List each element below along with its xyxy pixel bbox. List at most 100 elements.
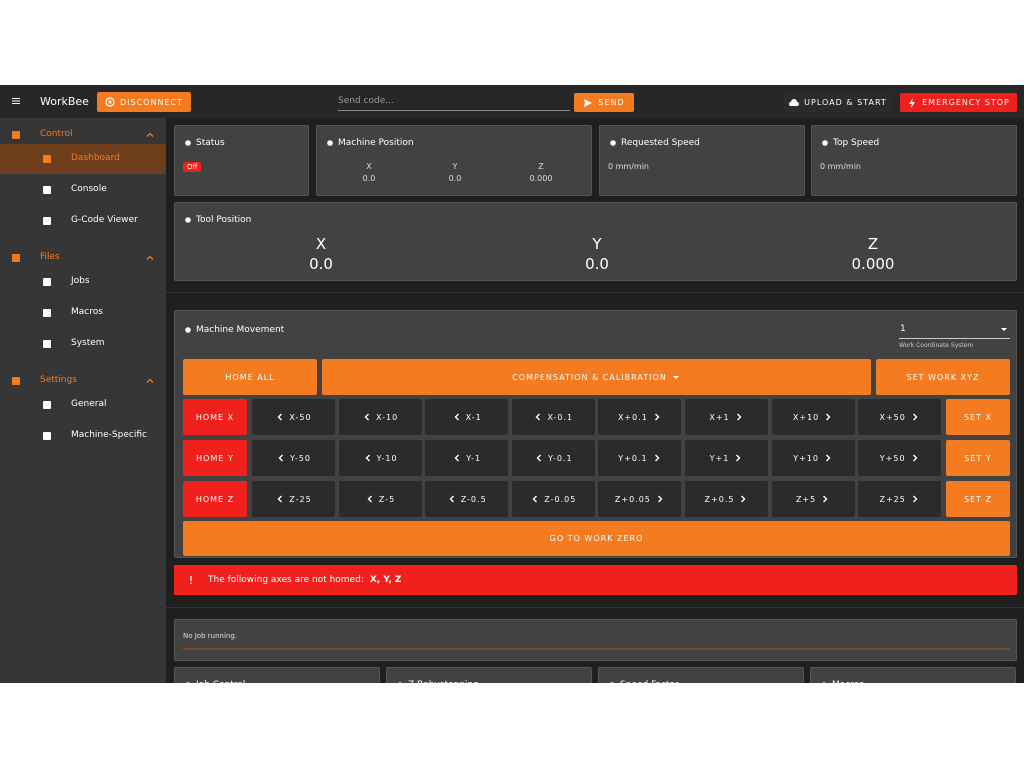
home-axis-button[interactable]: HOME X — [183, 399, 247, 435]
button-label[interactable]: Y-0.1 — [548, 453, 573, 463]
sidebar-item[interactable]: General — [0, 390, 166, 420]
sidebar-section[interactable]: Control — [0, 123, 166, 147]
jog-button[interactable]: Z-25 — [252, 481, 335, 517]
send-button[interactable]: SEND — [574, 93, 634, 112]
set-axis-button[interactable]: SET Z — [946, 481, 1010, 517]
jog-button[interactable]: Y+10 — [771, 440, 855, 476]
button-label[interactable]: Z-0.5 — [460, 494, 487, 504]
jog-button[interactable]: Z+25 — [858, 481, 942, 517]
jog-button[interactable]: Y+0.1 — [598, 440, 682, 476]
section-label[interactable]: Control — [40, 129, 73, 139]
sidebar-section[interactable]: Settings — [0, 369, 166, 393]
item-label[interactable]: Jobs — [71, 276, 90, 286]
jog-button[interactable]: Y-1 — [425, 440, 509, 476]
button-label[interactable]: SET WORK XYZ — [906, 372, 980, 382]
button-label[interactable]: Z+5 — [795, 494, 817, 504]
jog-button[interactable]: X+10 — [771, 399, 855, 435]
button-label[interactable]: X+1 — [709, 412, 730, 422]
jog-button[interactable]: Z+5 — [771, 481, 855, 517]
item-label[interactable]: Machine-Specific — [71, 430, 147, 440]
item-label[interactable]: Dashboard — [71, 153, 120, 163]
upload-start-button[interactable]: UPLOAD & START — [784, 93, 892, 112]
sidebar-item[interactable]: Machine-Specific — [0, 421, 166, 451]
sidebar-item[interactable]: Dashboard — [0, 144, 166, 174]
set-axis-button[interactable]: SET Y — [946, 440, 1010, 476]
button-label[interactable]: Y-50 — [289, 453, 311, 463]
home-axis-button[interactable]: HOME Y — [183, 440, 247, 476]
button-label[interactable]: Z-5 — [378, 494, 396, 504]
sidebar-item[interactable]: Jobs — [0, 267, 166, 297]
button-label[interactable]: HOME X — [195, 412, 235, 422]
button-label[interactable]: Y-1 — [466, 453, 482, 463]
button-label[interactable]: DISCONNECT — [120, 97, 183, 107]
sidebar-section[interactable]: Files — [0, 246, 166, 270]
set-work-button[interactable]: SET WORK XYZ — [876, 359, 1010, 395]
button-label[interactable]: HOME Y — [196, 453, 234, 463]
jog-button[interactable]: Y-0.1 — [511, 440, 595, 476]
home-all-button[interactable]: HOME ALL — [183, 359, 317, 395]
button-label[interactable]: X-50 — [289, 412, 312, 422]
wcs-select[interactable]: 1 — [899, 321, 1010, 339]
button-label[interactable]: COMPENSATION & CALIBRATION — [512, 372, 667, 382]
jog-button[interactable]: Y-50 — [252, 440, 335, 476]
button-label[interactable]: Z-25 — [289, 494, 312, 504]
button-label[interactable]: Z+0.5 — [704, 494, 735, 504]
button-label[interactable]: Z+0.05 — [614, 494, 651, 504]
button-label[interactable]: X+50 — [879, 412, 906, 422]
button-label[interactable]: GO TO WORK ZERO — [549, 534, 644, 543]
button-label[interactable]: Y+10 — [793, 453, 819, 463]
button-label[interactable]: UPLOAD & START — [804, 98, 887, 107]
button-label[interactable]: X+10 — [792, 412, 820, 422]
disconnect-button[interactable]: DISCONNECT — [97, 92, 191, 112]
jog-button[interactable]: X-1 — [425, 399, 509, 435]
button-label[interactable]: HOME Z — [195, 494, 235, 504]
jog-button[interactable]: Z-5 — [338, 481, 422, 517]
jog-button[interactable]: X+50 — [858, 399, 942, 435]
item-label[interactable]: Console — [71, 184, 107, 194]
button-label[interactable]: HOME ALL — [225, 372, 275, 382]
item-label[interactable]: G-Code Viewer — [71, 215, 138, 225]
sidebar-item[interactable]: Macros — [0, 298, 166, 328]
input-placeholder[interactable]: Send code... — [338, 96, 394, 106]
jog-button[interactable]: Z-0.5 — [425, 481, 509, 517]
button-label[interactable]: X+0.1 — [617, 412, 648, 422]
button-label[interactable]: SET X — [963, 412, 993, 422]
jog-button[interactable]: X-50 — [252, 399, 335, 435]
jog-button[interactable]: X-10 — [338, 399, 422, 435]
button-label[interactable]: SEND — [598, 98, 625, 107]
button-label[interactable]: Z-0.05 — [544, 494, 577, 504]
compensation-button[interactable]: COMPENSATION & CALIBRATION — [322, 359, 871, 395]
section-label[interactable]: Files — [40, 252, 60, 262]
emergency-stop-button[interactable]: EMERGENCY STOP — [900, 93, 1017, 112]
sidebar-item[interactable]: System — [0, 329, 166, 359]
home-axis-button[interactable]: HOME Z — [183, 481, 247, 517]
jog-button[interactable]: Z-0.05 — [511, 481, 595, 517]
jog-button[interactable]: Z+0.5 — [685, 481, 768, 517]
section-label[interactable]: Settings — [40, 375, 77, 385]
button-label[interactable]: Y+1 — [709, 453, 730, 463]
button-label[interactable]: Y+50 — [879, 453, 906, 463]
jog-button[interactable]: Y-10 — [338, 440, 422, 476]
send-input[interactable]: Send code... — [338, 93, 570, 111]
jog-button[interactable]: X+0.1 — [598, 399, 682, 435]
button-label[interactable]: X-1 — [465, 412, 482, 422]
button-label[interactable]: Z+25 — [879, 494, 906, 504]
set-axis-button[interactable]: SET X — [946, 399, 1010, 435]
jog-button[interactable]: X+1 — [685, 399, 768, 435]
button-label[interactable]: EMERGENCY STOP — [922, 98, 1010, 107]
item-label[interactable]: Macros — [71, 307, 103, 317]
jog-button[interactable]: Y+1 — [685, 440, 768, 476]
item-label[interactable]: System — [71, 338, 105, 348]
button-label[interactable]: SET Z — [963, 494, 993, 504]
button-label[interactable]: X-10 — [376, 412, 399, 422]
button-label[interactable]: SET Y — [964, 453, 992, 463]
button-label[interactable]: Y-10 — [376, 453, 398, 463]
item-label[interactable]: General — [71, 399, 107, 409]
select-value[interactable]: 1 — [900, 324, 906, 334]
button-label[interactable]: Y+0.1 — [618, 453, 648, 463]
button-label[interactable]: X-0.1 — [547, 412, 574, 422]
sidebar-item[interactable]: G-Code Viewer — [0, 206, 166, 236]
jog-button[interactable]: Z+0.05 — [598, 481, 682, 517]
go-to-zero-button[interactable]: GO TO WORK ZERO — [183, 521, 1010, 556]
sidebar-item[interactable]: Console — [0, 175, 166, 205]
